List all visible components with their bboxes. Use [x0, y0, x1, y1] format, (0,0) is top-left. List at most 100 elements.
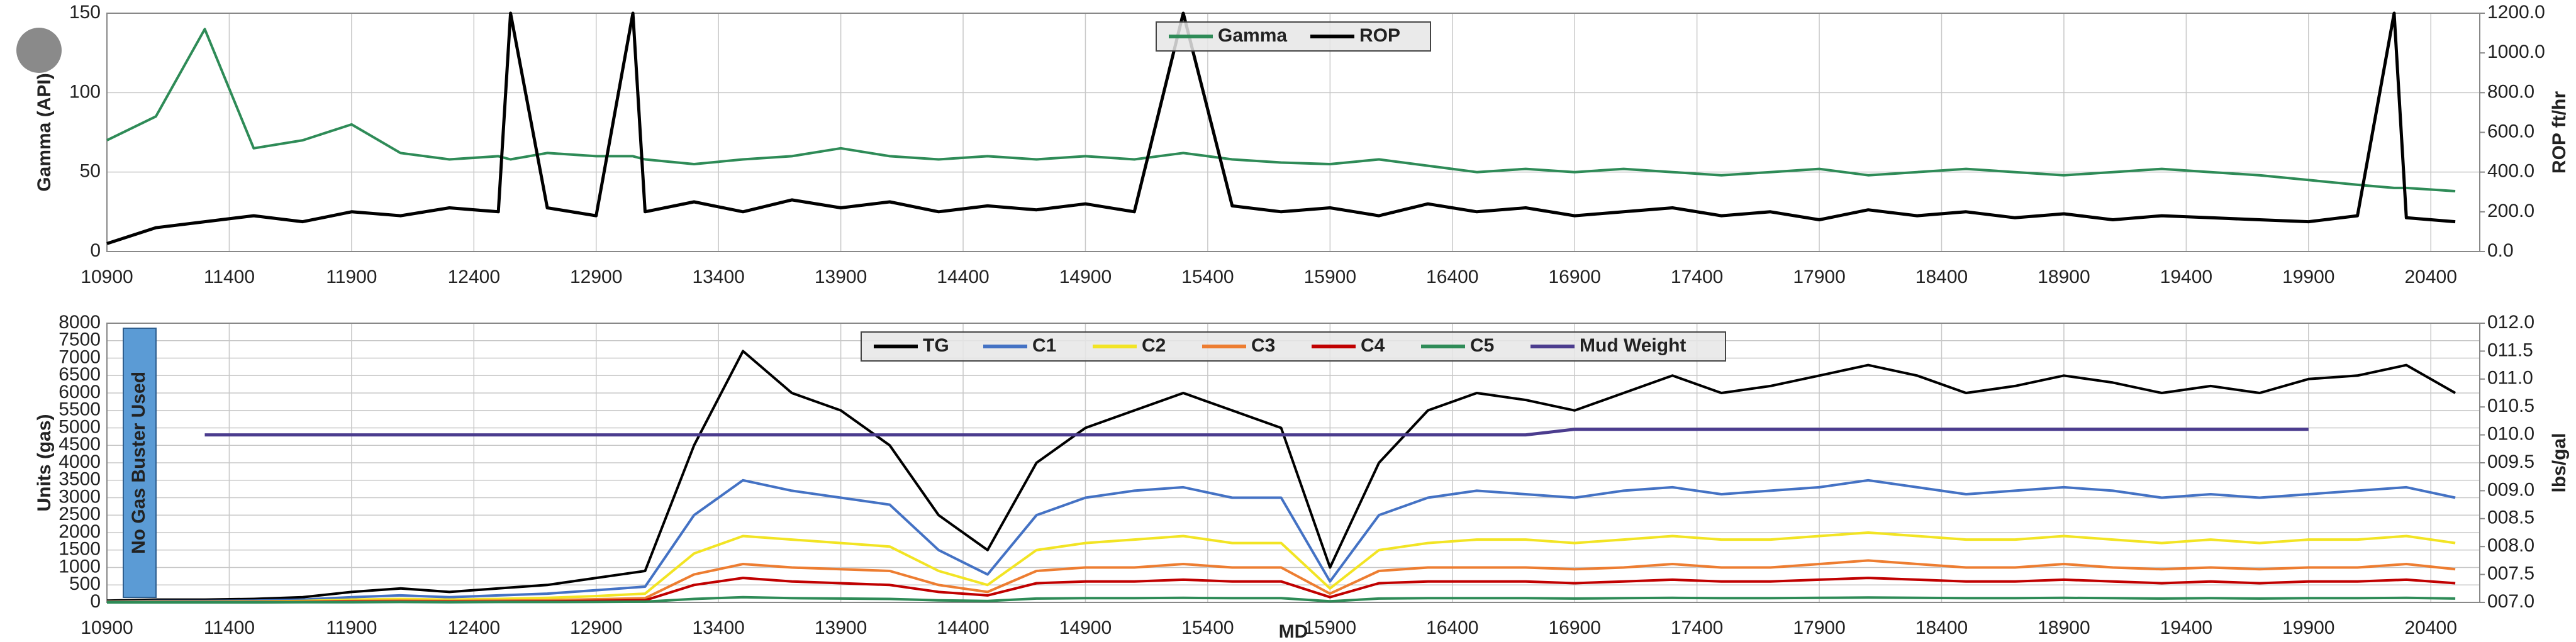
y2-tick-label: 011.5	[2487, 340, 2533, 360]
x-tick-label: 14400	[937, 617, 989, 638]
y2-tick-label: 200.0	[2487, 201, 2534, 221]
x-tick-label: 12400	[448, 617, 500, 638]
x-tick-label: 20400	[2405, 267, 2457, 287]
plot-frame	[106, 13, 2480, 252]
y-tick-label: 2000	[59, 521, 101, 542]
y2-tick-label: 012.0	[2487, 312, 2534, 333]
y-tick-label: 2500	[59, 504, 101, 524]
y2-tick-label: 600.0	[2487, 121, 2534, 141]
x-tick-label: 15900	[1304, 617, 1356, 638]
x-tick-label: 17900	[1793, 617, 1845, 638]
x-tick-label: 17900	[1793, 267, 1845, 287]
x-tick-label: 11400	[204, 267, 255, 287]
x-tick-label: 17400	[1671, 617, 1723, 638]
y2-tick-label: 800.0	[2487, 81, 2534, 102]
x-tick-label: 11400	[204, 617, 255, 638]
x-tick-label: 10900	[81, 617, 133, 638]
x-tick-label: 11900	[326, 617, 377, 638]
x-tick-label: 19400	[2160, 617, 2212, 638]
y2-tick-label: 010.5	[2487, 396, 2534, 416]
y2-tick-label: 0.0	[2487, 240, 2514, 261]
series-line	[204, 428, 2309, 437]
y-tick-label: 1000	[59, 556, 101, 577]
y2-tick-label: 007.0	[2487, 591, 2534, 612]
x-tick-label: 13400	[692, 267, 744, 287]
plot-frame	[106, 323, 2480, 603]
x-tick-label: 18400	[1915, 617, 1968, 638]
x-tick-label: 14900	[1059, 617, 1112, 638]
y-tick-label: 1500	[59, 539, 101, 560]
y2-tick-label: 009.0	[2487, 479, 2534, 500]
y-tick-label: 7000	[59, 346, 101, 367]
x-tick-label: 19400	[2160, 267, 2212, 287]
series-line	[106, 531, 2456, 604]
chart-panel: 10900 11400 11900 12400 12900 13400 13900 14400…	[34, 312, 2570, 642]
x-axis-title: MD	[1279, 621, 1308, 642]
y2-axis-title: ROP ft/hr	[2549, 91, 2570, 174]
y-tick-label: 7500	[59, 329, 101, 350]
x-tick-label: 18900	[2038, 617, 2090, 638]
x-tick-label: 18900	[2038, 267, 2090, 287]
x-tick-label: 13900	[815, 617, 867, 638]
y-tick-label: 150	[69, 2, 101, 23]
x-tick-label: 15400	[1181, 617, 1234, 638]
x-tick-label: 12900	[570, 617, 622, 638]
x-tick-label: 19900	[2282, 267, 2334, 287]
legend-label: ROP	[1359, 25, 1400, 46]
legend-label: C3	[1251, 335, 1275, 356]
x-tick-label: 15400	[1181, 267, 1234, 287]
series-line	[107, 595, 2456, 604]
y-tick-label: 6000	[59, 382, 101, 402]
y2-tick-label: 010.0	[2487, 424, 2534, 445]
x-tick-label: 16400	[1426, 617, 1478, 638]
series-line	[106, 11, 2456, 245]
y-tick-label: 500	[69, 573, 101, 594]
legend-label: C2	[1142, 335, 1166, 356]
chart-panel: 10900 11400 11900 12400 12900 13400 13900 14400…	[34, 2, 2570, 287]
y-tick-label: 5000	[59, 416, 101, 437]
y2-tick-label: 008.0	[2487, 535, 2534, 556]
x-tick-label: 13900	[815, 267, 867, 287]
y-tick-label: 4000	[59, 451, 101, 472]
annotation-box	[123, 328, 157, 598]
y-tick-label: 3500	[59, 469, 101, 490]
x-tick-label: 14400	[937, 267, 989, 287]
y-tick-label: 0	[90, 591, 101, 612]
y-tick-label: 5500	[59, 399, 101, 420]
y-axis-title: Gamma (API)	[34, 73, 55, 191]
legend-label: C1	[1032, 335, 1056, 356]
y-tick-label: 6500	[59, 364, 101, 385]
series-line	[106, 479, 2456, 603]
x-tick-label: 16900	[1548, 617, 1600, 638]
x-tick-label: 19900	[2282, 617, 2334, 638]
x-tick-label: 10900	[81, 267, 133, 287]
x-tick-label: 20400	[2405, 617, 2457, 638]
legend-label: Mud Weight	[1580, 335, 1686, 356]
legend: Gamma ROP	[1156, 21, 1431, 52]
series-line	[106, 350, 2456, 602]
y-axis-title: Units (gas)	[34, 414, 55, 511]
legend-label: C5	[1470, 335, 1494, 356]
y2-tick-label: 008.5	[2487, 507, 2534, 528]
charts: 10900 11400 11900 12400 12900 13400 13900 14400…	[34, 2, 2570, 642]
x-tick-label: 18400	[1915, 267, 1968, 287]
y-tick-label: 0	[90, 240, 101, 261]
y2-tick-label: 1000.0	[2487, 42, 2545, 62]
x-tick-label: 11900	[326, 267, 377, 287]
x-tick-label: 12900	[570, 267, 622, 287]
y2-axis-title: lbs/gal	[2549, 433, 2570, 492]
y-tick-label: 3000	[59, 486, 101, 507]
y2-tick-label: 009.5	[2487, 451, 2534, 472]
x-tick-label: 15900	[1304, 267, 1356, 287]
y-tick-label: 8000	[59, 312, 101, 333]
x-tick-label: 14900	[1059, 267, 1112, 287]
y-tick-label: 50	[80, 161, 101, 182]
legend: TG C1 C2 C3 C4 C5 Mud Weight	[861, 331, 1726, 362]
x-tick-label: 17400	[1671, 267, 1723, 287]
y-tick-label: 100	[69, 81, 101, 102]
camera-blob	[16, 28, 62, 73]
x-tick-label: 13400	[692, 617, 744, 638]
x-tick-label: 16900	[1548, 267, 1600, 287]
x-tick-label: 16400	[1426, 267, 1478, 287]
